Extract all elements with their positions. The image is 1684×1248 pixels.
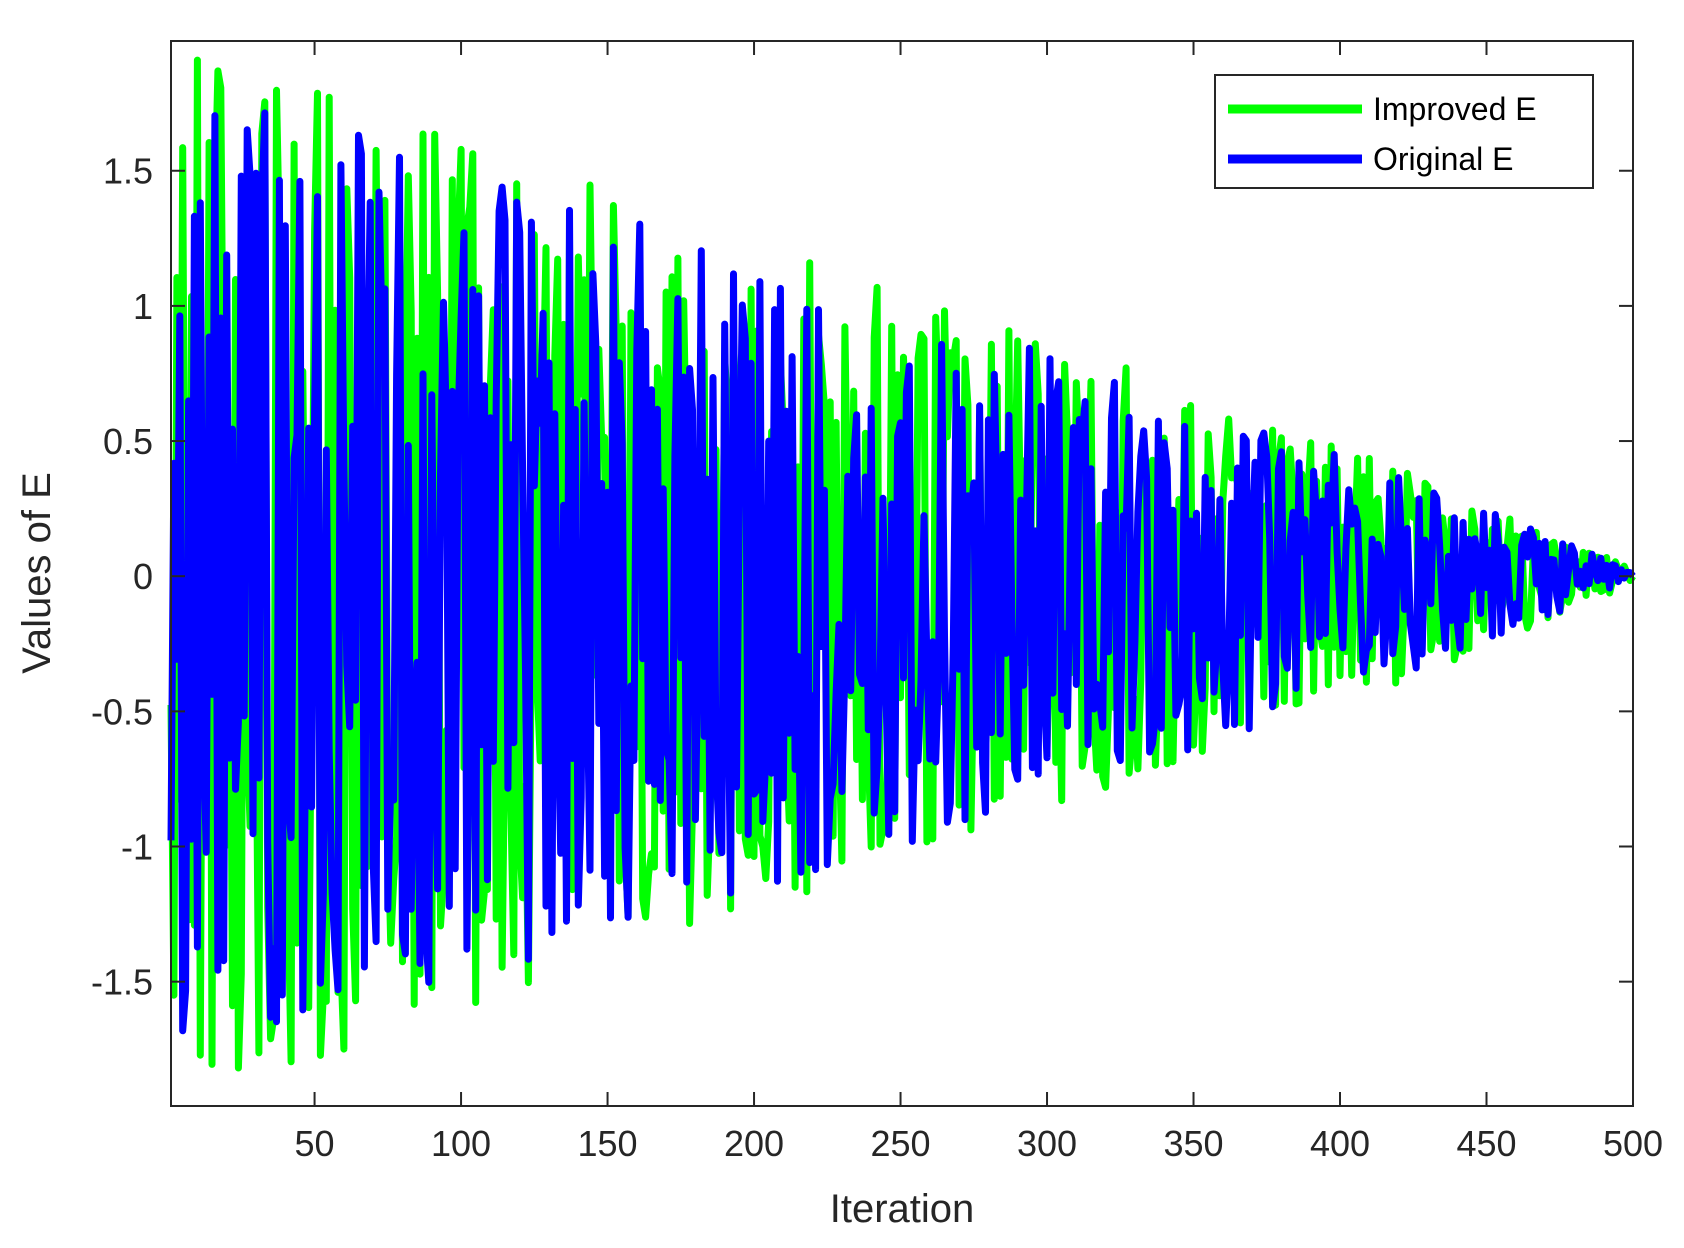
y-tick-label: 0	[133, 556, 153, 597]
x-tick-label: 150	[578, 1123, 638, 1164]
series-layer	[167, 56, 1636, 1072]
x-tick-label: 50	[295, 1123, 335, 1164]
x-tick-label: 250	[870, 1123, 930, 1164]
x-tick-label: 450	[1456, 1123, 1516, 1164]
x-tick-label: 400	[1310, 1123, 1370, 1164]
y-tick-label: 1	[133, 286, 153, 327]
legend-label-improved: Improved E	[1373, 91, 1537, 127]
x-tick-label: 300	[1017, 1123, 1077, 1164]
y-tick-label: -0.5	[91, 691, 153, 732]
series-line-original	[167, 109, 1636, 1035]
x-tick-label: 500	[1603, 1123, 1663, 1164]
y-ticks: -1.5 -1 -0.5 0 0.5 1 1.5	[91, 151, 1633, 1003]
x-ticks: 50 100 150 200 250 300 350 400 450 500	[295, 41, 1663, 1164]
axes-box	[170, 40, 1634, 1107]
x-axis-label: Iteration	[830, 1187, 975, 1231]
x-tick-label: 100	[431, 1123, 491, 1164]
x-tick-label: 350	[1163, 1123, 1223, 1164]
y-tick-label: 1.5	[103, 151, 153, 192]
y-tick-label: -1	[121, 827, 153, 868]
y-tick-label: -1.5	[91, 962, 153, 1003]
legend-box	[1214, 74, 1594, 189]
legend: Improved E Original E	[1214, 74, 1594, 189]
legend-label-original: Original E	[1373, 141, 1514, 177]
x-tick-label: 200	[724, 1123, 784, 1164]
y-tick-label: 0.5	[103, 421, 153, 462]
y-axis-label: Values of E	[15, 472, 59, 674]
